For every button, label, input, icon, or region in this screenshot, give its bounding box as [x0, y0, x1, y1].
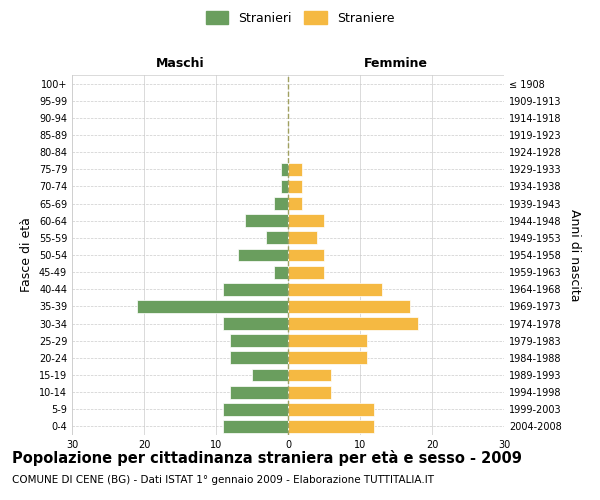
Bar [288, 368, 331, 382]
Bar [223, 317, 288, 330]
Bar [288, 163, 302, 175]
Bar [288, 197, 302, 210]
Bar [266, 232, 288, 244]
Bar [288, 403, 374, 415]
Y-axis label: Fasce di età: Fasce di età [20, 218, 33, 292]
Bar [230, 334, 288, 347]
Bar [238, 248, 288, 262]
Bar [274, 197, 288, 210]
Bar [288, 232, 317, 244]
Text: COMUNE DI CENE (BG) - Dati ISTAT 1° gennaio 2009 - Elaborazione TUTTITALIA.IT: COMUNE DI CENE (BG) - Dati ISTAT 1° genn… [12, 475, 434, 485]
Bar [137, 300, 288, 313]
Bar [288, 180, 302, 193]
Bar [288, 300, 410, 313]
Bar [288, 283, 382, 296]
Bar [288, 266, 324, 278]
Bar [288, 248, 324, 262]
Y-axis label: Anni di nascita: Anni di nascita [568, 209, 581, 301]
Bar [223, 420, 288, 433]
Bar [245, 214, 288, 227]
Bar [288, 420, 374, 433]
Text: Popolazione per cittadinanza straniera per età e sesso - 2009: Popolazione per cittadinanza straniera p… [12, 450, 522, 466]
Bar [223, 403, 288, 415]
Legend: Stranieri, Straniere: Stranieri, Straniere [201, 6, 399, 30]
Text: Maschi: Maschi [155, 57, 205, 70]
Bar [230, 386, 288, 398]
Bar [274, 266, 288, 278]
Bar [288, 214, 324, 227]
Bar [252, 368, 288, 382]
Text: Femmine: Femmine [364, 57, 428, 70]
Bar [230, 352, 288, 364]
Bar [288, 317, 418, 330]
Bar [288, 334, 367, 347]
Bar [223, 283, 288, 296]
Bar [288, 352, 367, 364]
Bar [281, 180, 288, 193]
Bar [281, 163, 288, 175]
Bar [288, 386, 331, 398]
